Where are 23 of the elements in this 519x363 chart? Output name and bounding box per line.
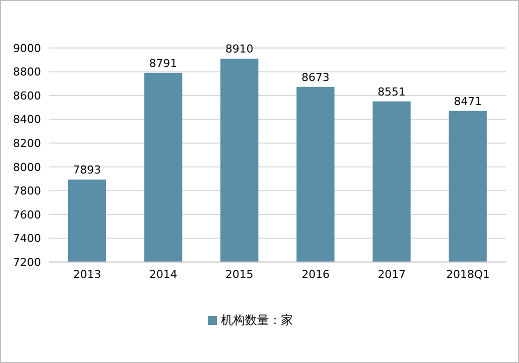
data-label: 8673 xyxy=(302,70,330,84)
data-label: 8471 xyxy=(454,94,482,108)
y-tick-label: 8800 xyxy=(13,66,41,79)
y-tick-label: 9000 xyxy=(13,42,41,55)
data-label: 8910 xyxy=(225,42,254,56)
y-tick-label: 8600 xyxy=(13,89,41,102)
y-tick-label: 7600 xyxy=(13,208,41,222)
data-label: 7893 xyxy=(73,164,101,177)
y-tick-label: 7800 xyxy=(13,184,41,198)
x-tick-label: 2017 xyxy=(378,268,406,281)
legend-label: 机构数量：家 xyxy=(221,313,293,327)
x-tick-label: 2018Q1 xyxy=(446,268,490,281)
data-label: 8791 xyxy=(149,56,178,70)
data-label: 8551 xyxy=(378,85,406,98)
y-tick-label: 7200 xyxy=(13,256,41,269)
x-tick-label: 2015 xyxy=(225,268,254,281)
x-tick-label: 2016 xyxy=(302,268,330,281)
x-tick-label: 2013 xyxy=(73,268,102,281)
x-tick-label: 2014 xyxy=(149,268,178,281)
y-tick-label: 8400 xyxy=(13,113,41,126)
y-tick-label: 7400 xyxy=(13,232,41,246)
y-tick-label: 8000 xyxy=(13,160,41,174)
y-tick-label: 8200 xyxy=(13,137,41,150)
